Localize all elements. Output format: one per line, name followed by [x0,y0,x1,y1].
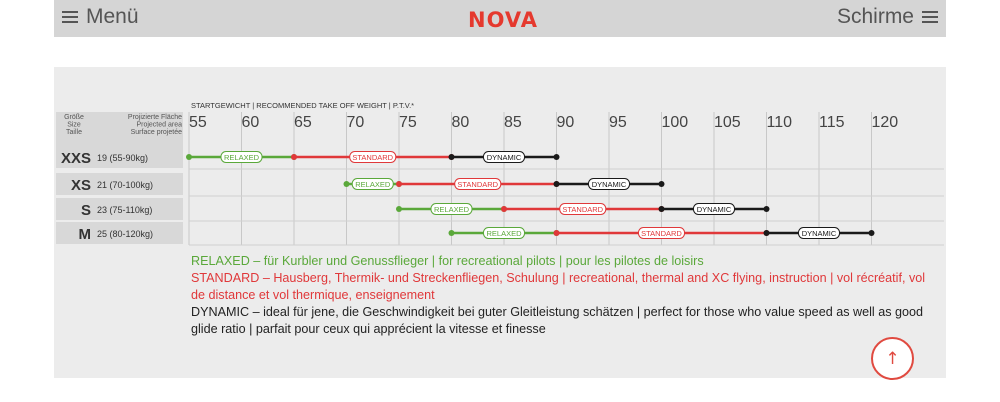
size-header-text: Taille [66,129,82,136]
dynamic-label: DYNAMIC [802,229,837,238]
dynamic-label-box [588,178,630,190]
area-label: 25 (80-120kg) [97,229,153,239]
dynamic-start-dot [658,206,665,212]
tick-label: 115 [819,114,845,131]
dynamic-start-dot [553,181,560,187]
legend-standard: STANDARD – Hausberg, Thermik- und Streck… [191,271,926,302]
weight-axis-label: STARTGEWICHT | RECOMMENDED TAKE OFF WEIG… [191,101,414,110]
tick-label: 60 [242,114,260,131]
standard-start-dot [553,230,560,236]
dynamic-label-box [483,151,525,163]
relaxed-label-box [430,203,473,215]
dynamic-label-box [693,203,735,215]
relaxed-start-dot [343,181,350,187]
standard-start-dot [396,181,402,187]
tick-label: 110 [767,114,793,131]
weight-range-panel: Größe Size Taille Projizierte Fläche Project… [54,67,946,380]
area-label: 21 (70-100kg) [97,180,153,190]
standard-start-dot [291,154,297,160]
relaxed-start-dot [396,206,402,212]
dynamic-end-dot [763,206,770,212]
standard-start-dot [501,206,507,212]
dynamic-label: DYNAMIC [487,153,522,162]
hamburger-icon [62,10,78,24]
area-header-text: Projizierte Fläche [128,114,182,121]
tick-label: 80 [452,114,470,131]
tick-label: 75 [399,114,417,131]
size-header-text: Größe [64,114,84,121]
relaxed-label: RELAXED [224,153,260,162]
area-label: 19 (55-90kg) [97,153,148,163]
dynamic-end-dot [868,230,875,236]
standard-label: STANDARD [352,153,393,162]
size-label: XS [71,177,91,194]
relaxed-label: RELAXED [486,229,522,238]
nova-logo[interactable]: NOVA [468,8,538,32]
menu-label: Menü [86,5,139,28]
tick-label: 90 [557,114,575,131]
relaxed-start-dot [186,154,192,160]
hamburger-icon [922,10,938,24]
scroll-to-top-button[interactable]: ↑ [871,337,914,380]
standard-label-box [454,178,502,190]
dynamic-start-dot [763,230,770,236]
dynamic-start-dot [448,154,455,160]
header-cell [56,112,183,146]
size-label: M [79,226,92,243]
relaxed-start-dot [448,230,455,236]
area-header-text: Surface projetée [131,129,182,136]
schirme-label: Schirme [836,5,914,28]
size-row-cell [56,198,183,220]
tick-label: 55 [189,114,207,131]
tick-label: 70 [347,114,365,131]
relaxed-label: RELAXED [355,180,391,189]
legend-dynamic: DYNAMIC – ideal für jene, die Geschwindi… [191,305,924,336]
size-header-text: Size [67,122,81,129]
size-row-cell [56,146,183,168]
relaxed-label: RELAXED [434,205,470,214]
schirme-menu-button[interactable]: Schirme [837,5,938,29]
dynamic-label: DYNAMIC [697,205,732,214]
dynamic-label: DYNAMIC [592,180,627,189]
standard-label: STANDARD [641,229,682,238]
standard-label-box [638,227,685,239]
dynamic-end-dot [553,154,560,160]
size-label: S [81,202,91,219]
size-row-cell [56,173,183,195]
tick-label: 120 [872,114,899,131]
relaxed-label-box [351,178,394,190]
area-label: 23 (75-110kg) [97,205,152,215]
tick-label: 105 [714,114,741,131]
standard-label: STANDARD [457,180,498,189]
relaxed-label-box [220,151,263,163]
tick-label: 100 [662,114,689,131]
top-navigation-bar: Menü NOVA Schirme [54,0,946,37]
legend: RELAXED – für Kurbler und Genussflieger … [191,253,941,338]
tick-label: 65 [294,114,312,131]
legend-relaxed: RELAXED – für Kurbler und Genussflieger … [191,254,704,268]
standard-label-box [559,203,607,215]
menu-button[interactable]: Menü [62,5,139,29]
dynamic-end-dot [658,181,665,187]
standard-label: STANDARD [562,205,603,214]
standard-label-box [349,151,397,163]
relaxed-label-box [483,227,525,239]
tick-label: 95 [609,114,627,131]
arrow-up-icon: ↑ [885,348,900,369]
size-row-cell [56,222,183,244]
tick-label: 85 [504,114,522,131]
dynamic-label-box [798,227,840,239]
area-header-text: Projected area [136,122,182,129]
size-label: XXS [61,150,91,167]
